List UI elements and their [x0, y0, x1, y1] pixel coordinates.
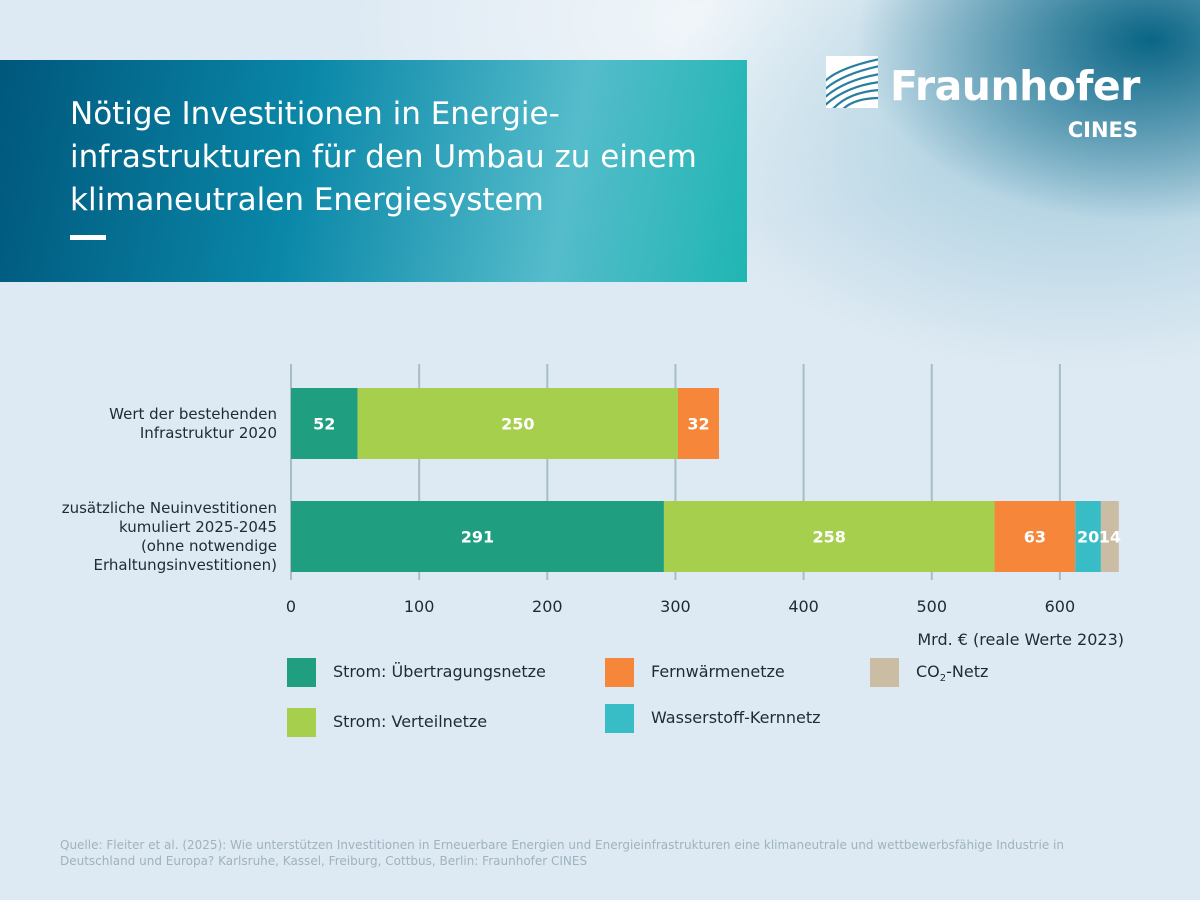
bar-value-label: 63	[1024, 528, 1046, 547]
bar-value-label: 20	[1077, 528, 1099, 547]
legend-label: Strom: Übertragungsnetze	[333, 662, 546, 681]
fraunhofer-logo-icon	[826, 56, 878, 108]
bar-segment	[1100, 501, 1119, 572]
bar-segment	[291, 501, 664, 572]
category-label: kumuliert 2025-2045	[119, 518, 277, 536]
x-tick-label: 500	[916, 597, 947, 616]
category-label: Infrastruktur 2020	[140, 424, 277, 442]
category-label: Wert der bestehenden	[109, 405, 277, 423]
title-underline	[70, 235, 106, 240]
page-title: Nötige Investitionen in Energie- infrast…	[70, 93, 730, 222]
title-line-1: Nötige Investitionen in Energie-	[70, 96, 560, 132]
logo-name: Fraunhofer	[890, 62, 1140, 110]
legend-label: Strom: Verteilnetze	[333, 712, 488, 731]
x-tick-label: 100	[404, 597, 435, 616]
bar-value-label: 291	[461, 528, 494, 547]
legend-label: CO2-Netz	[916, 662, 988, 684]
bars: 52 250 32 291 258 63 20 14	[291, 388, 1121, 572]
legend-label: Wasserstoff-Kernnetz	[651, 708, 821, 727]
source-note: Quelle: Fleiter et al. (2025): Wie unter…	[60, 838, 1064, 868]
bar-segment	[291, 388, 358, 459]
legend-label-main: CO	[916, 662, 940, 681]
bar-segment	[994, 501, 1076, 572]
bar-value-label: 250	[501, 415, 534, 434]
x-axis-title: Mrd. € (reale Werte 2023)	[917, 630, 1124, 649]
title-line-3: klimaneutralen Energiesystem	[70, 182, 544, 218]
legend-swatch	[870, 658, 899, 687]
x-tick-label: 200	[532, 597, 563, 616]
bar-value-label: 32	[687, 415, 709, 434]
bar-value-label: 52	[313, 415, 335, 434]
fraunhofer-logo: Fraunhofer CINES	[826, 56, 1146, 146]
bar-segment	[357, 388, 679, 459]
title-line-2: infrastrukturen für den Umbau zu einem	[70, 139, 697, 175]
legend-label-rest: -Netz	[946, 662, 989, 681]
title-panel	[0, 60, 747, 282]
bar-value-label: 14	[1099, 528, 1121, 547]
bar-segment	[678, 388, 720, 459]
x-axis: 0 100 200 300 400 500 600	[286, 597, 1075, 616]
x-tick-label: 300	[660, 597, 691, 616]
category-label: zusätzliche Neuinvestitionen	[62, 499, 277, 517]
bar-value-label: 258	[813, 528, 846, 547]
legend-swatch	[605, 704, 634, 733]
category-label: Erhaltungsinvestitionen)	[94, 556, 277, 574]
bar-segment	[1075, 501, 1101, 572]
category-label: (ohne notwendige	[141, 537, 277, 555]
logo-subtitle: CINES	[1067, 118, 1138, 142]
x-tick-label: 0	[286, 597, 296, 616]
x-tick-label: 400	[788, 597, 819, 616]
legend-label-subscript: 2	[939, 673, 947, 685]
legend-swatch	[605, 658, 634, 687]
legend-swatch	[287, 708, 316, 737]
bar-segment	[663, 501, 995, 572]
legend-swatch	[287, 658, 316, 687]
legend-label: Fernwärmenetze	[651, 662, 785, 681]
x-tick-label: 600	[1045, 597, 1076, 616]
